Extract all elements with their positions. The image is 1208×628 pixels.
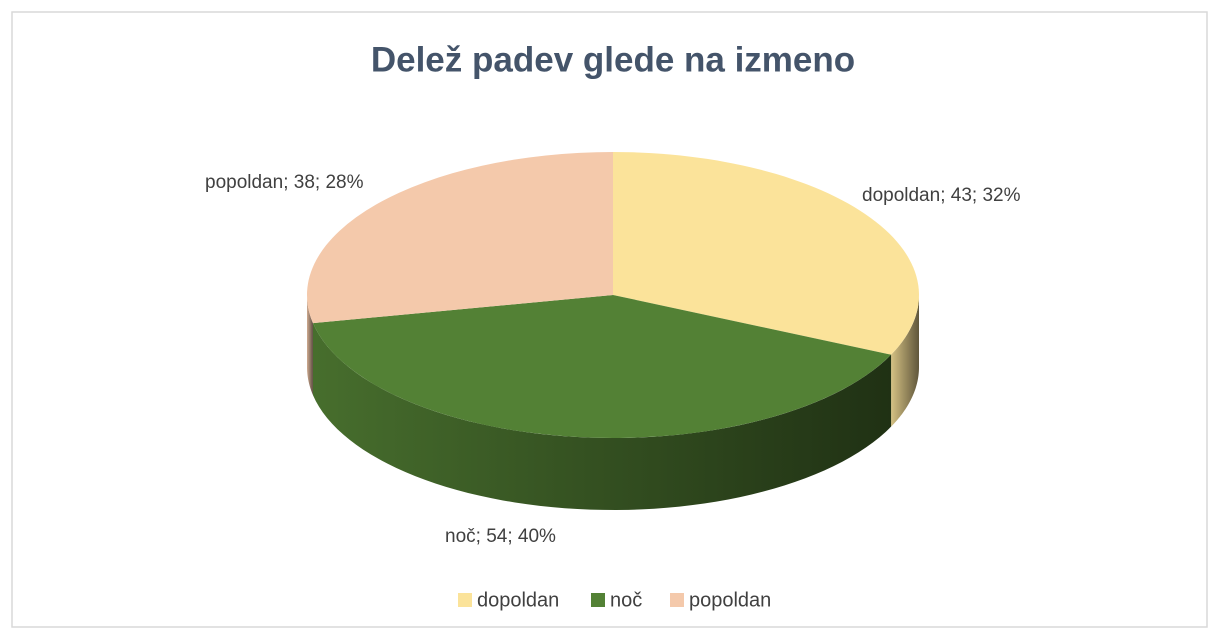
slice xyxy=(613,152,919,355)
data-label: noč; 54; 40% xyxy=(445,526,556,547)
legend-label: noč xyxy=(610,589,642,611)
legend-swatch xyxy=(458,593,472,607)
data-label: dopoldan; 43; 32% xyxy=(862,185,1021,206)
slice-side xyxy=(891,295,919,427)
legend-label: dopoldan xyxy=(477,589,559,611)
slice xyxy=(307,152,613,324)
slice-side xyxy=(312,323,892,510)
legend-label: popoldan xyxy=(689,589,771,611)
slice-side xyxy=(307,295,313,396)
data-label: popoldan; 38; 28% xyxy=(205,172,364,193)
legend-swatch xyxy=(670,593,684,607)
chart-title: Delež padev glede na izmeno xyxy=(371,40,855,79)
slice xyxy=(312,295,892,438)
legend-swatch xyxy=(591,593,605,607)
